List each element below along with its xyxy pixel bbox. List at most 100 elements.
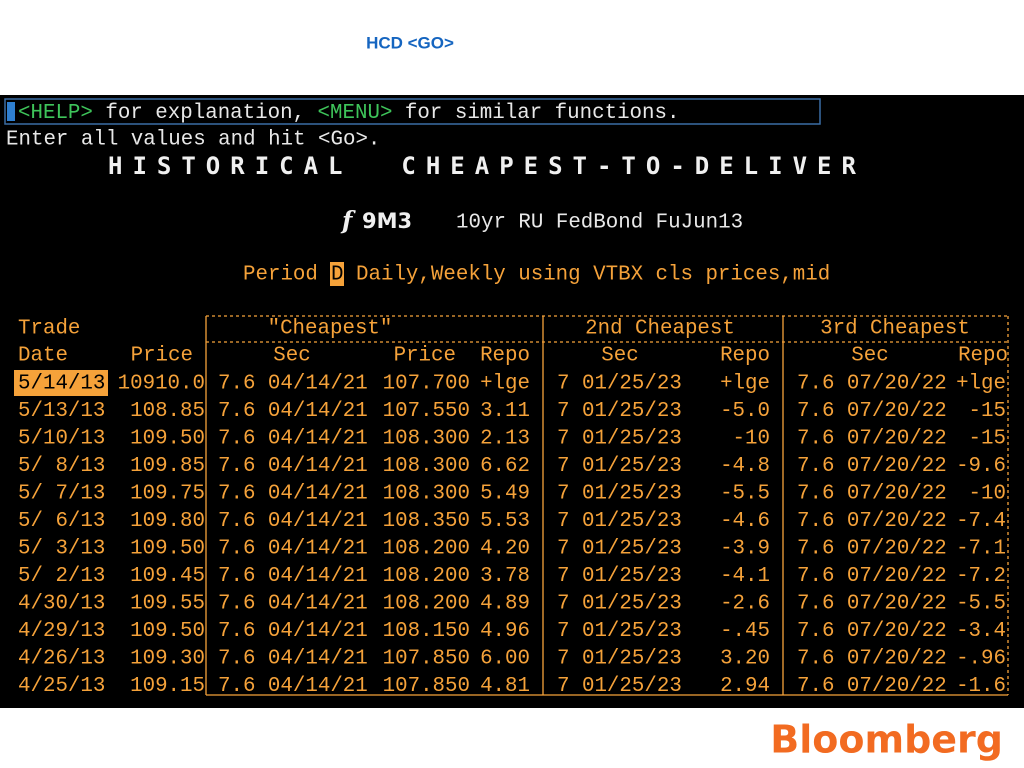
cell: 4.89 (480, 593, 530, 616)
cell: -5.5 (720, 483, 770, 506)
command: HCD <GO> (366, 33, 454, 52)
cell: 108.150 (383, 620, 470, 643)
cell: 107.850 (383, 675, 470, 698)
cell: -10 (733, 428, 770, 451)
cell: -9.6 (956, 455, 1006, 478)
cell: 7.6 07/20/22 (797, 400, 947, 423)
cell: 109.30 (130, 648, 205, 671)
cell: -4.6 (720, 510, 770, 533)
cell: +lge (720, 373, 770, 396)
cell: 7 01/25/23 (557, 455, 682, 478)
period-rest: Daily,Weekly using VTBX cls prices,mid (356, 264, 830, 287)
cell: 3.78 (480, 565, 530, 588)
group-header: 3rd Cheapest (820, 318, 970, 341)
cursor (7, 102, 15, 121)
cell: 7.6 04/14/21 (218, 620, 368, 643)
period-field[interactable] (330, 262, 344, 286)
table-frame (205, 315, 1009, 696)
cell: 7.6 04/14/21 (218, 400, 368, 423)
cell: 108.300 (383, 455, 470, 478)
cell: 3.20 (720, 648, 770, 671)
cell: -5.0 (720, 400, 770, 423)
cell: 7.6 07/20/22 (797, 510, 947, 533)
cell: 7.6 07/20/22 (797, 373, 947, 396)
row-date: 5/ 3/13 (18, 538, 105, 561)
ticker-symbol: f (340, 206, 356, 235)
cell: 7.6 04/14/21 (218, 373, 368, 396)
cell: 10910.0 (118, 373, 205, 396)
cell: 7.6 04/14/21 (218, 593, 368, 616)
cell: 108.300 (383, 483, 470, 506)
row-date: 5/ 2/13 (18, 565, 105, 588)
cell: 7.6 07/20/22 (797, 648, 947, 671)
cell: -.96 (956, 648, 1006, 671)
cell: 7 01/25/23 (557, 428, 682, 451)
row-date: 4/29/13 (18, 620, 105, 643)
cell: 108.200 (383, 538, 470, 561)
column-header: Sec (601, 345, 638, 368)
cell: 109.75 (130, 483, 205, 506)
row-date: 5/ 8/13 (18, 455, 105, 478)
cell: 5.53 (480, 510, 530, 533)
cell: 108.200 (383, 593, 470, 616)
cell: -4.8 (720, 455, 770, 478)
cell: 109.55 (130, 593, 205, 616)
cell: 108.200 (383, 565, 470, 588)
cell: 7.6 04/14/21 (218, 565, 368, 588)
cell: 107.700 (383, 373, 470, 396)
row-date: 4/25/13 (18, 675, 105, 698)
cell: 107.850 (383, 648, 470, 671)
cell: -1.6 (956, 675, 1006, 698)
cell: 7 01/25/23 (557, 373, 682, 396)
cell: -7.4 (956, 510, 1006, 533)
cell: -5.5 (956, 593, 1006, 616)
period-value[interactable]: D (331, 264, 343, 287)
period-label: Period (243, 264, 318, 287)
cell: 109.15 (130, 675, 205, 698)
cell: 7 01/25/23 (557, 538, 682, 561)
cell: 108.350 (383, 510, 470, 533)
cell: 7.6 04/14/21 (218, 455, 368, 478)
cell: 7.6 04/14/21 (218, 428, 368, 451)
group-header: 2nd Cheapest (585, 318, 735, 341)
instruction: Enter all values and hit <Go>. (6, 129, 380, 152)
row-date: 4/30/13 (18, 593, 105, 616)
cell: 109.50 (130, 428, 205, 451)
logo: Bloomberg (770, 718, 1003, 762)
cell: 7 01/25/23 (557, 675, 682, 698)
cell: 3.11 (480, 400, 530, 423)
cell: 7.6 07/20/22 (797, 455, 947, 478)
cell: 7.6 04/14/21 (218, 483, 368, 506)
cell: 7.6 07/20/22 (797, 593, 947, 616)
row-date: 5/10/13 (18, 428, 105, 451)
menu-key: <MENU> (318, 102, 393, 125)
cell: 4.20 (480, 538, 530, 561)
cell: 5.49 (480, 483, 530, 506)
column-header: Price (394, 345, 456, 368)
cell: 7.6 07/20/22 (797, 538, 947, 561)
cell: 7.6 04/14/21 (218, 675, 368, 698)
group-header: "Cheapest" (268, 318, 393, 341)
cell: 7.6 07/20/22 (797, 565, 947, 588)
help-box (4, 98, 821, 125)
cell: 7 01/25/23 (557, 648, 682, 671)
cell: 7.6 07/20/22 (797, 620, 947, 643)
cell: -7.2 (956, 565, 1006, 588)
cell: 109.50 (130, 620, 205, 643)
row-date: 4/26/13 (18, 648, 105, 671)
ticker: 9M3 (362, 209, 412, 233)
cell: 7 01/25/23 (557, 565, 682, 588)
cell: -10 (969, 483, 1006, 506)
terminal-bg (0, 95, 1024, 708)
cell: 7 01/25/23 (557, 510, 682, 533)
cell: -2.6 (720, 593, 770, 616)
cell: 108.85 (130, 400, 205, 423)
cell: 109.85 (130, 455, 205, 478)
cell: 4.81 (480, 675, 530, 698)
cell: 7 01/25/23 (557, 620, 682, 643)
cell: -.45 (720, 620, 770, 643)
cell: -3.4 (956, 620, 1006, 643)
cell: 107.550 (383, 400, 470, 423)
column-header: Repo (480, 345, 530, 368)
